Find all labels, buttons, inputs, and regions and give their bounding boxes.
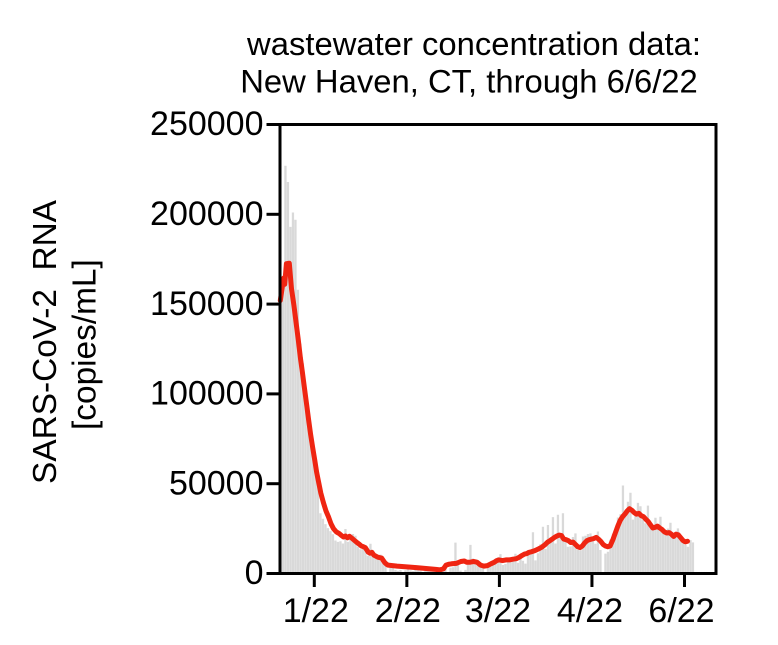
svg-text:2/22: 2/22 [375,592,441,630]
svg-text:1/22: 1/22 [283,592,349,630]
svg-text:200000: 200000 [150,195,263,233]
svg-text:100000: 100000 [150,375,263,413]
svg-text:50000: 50000 [169,464,264,502]
svg-text:4/22: 4/22 [557,592,623,630]
svg-text:New Haven, CT, through 6/6/22: New Haven, CT, through 6/6/22 [240,63,698,100]
svg-text:3/22: 3/22 [465,592,531,630]
svg-text:0: 0 [245,554,264,592]
svg-text:SARS-CoV-2 RNA: SARS-CoV-2 RNA [27,199,64,484]
svg-text:250000: 250000 [150,105,263,143]
svg-text:[copies/mL]: [copies/mL] [67,259,104,430]
svg-text:wastewater concentration data:: wastewater concentration data: [246,25,701,62]
svg-text:6/22: 6/22 [648,592,714,630]
svg-text:150000: 150000 [150,285,263,323]
